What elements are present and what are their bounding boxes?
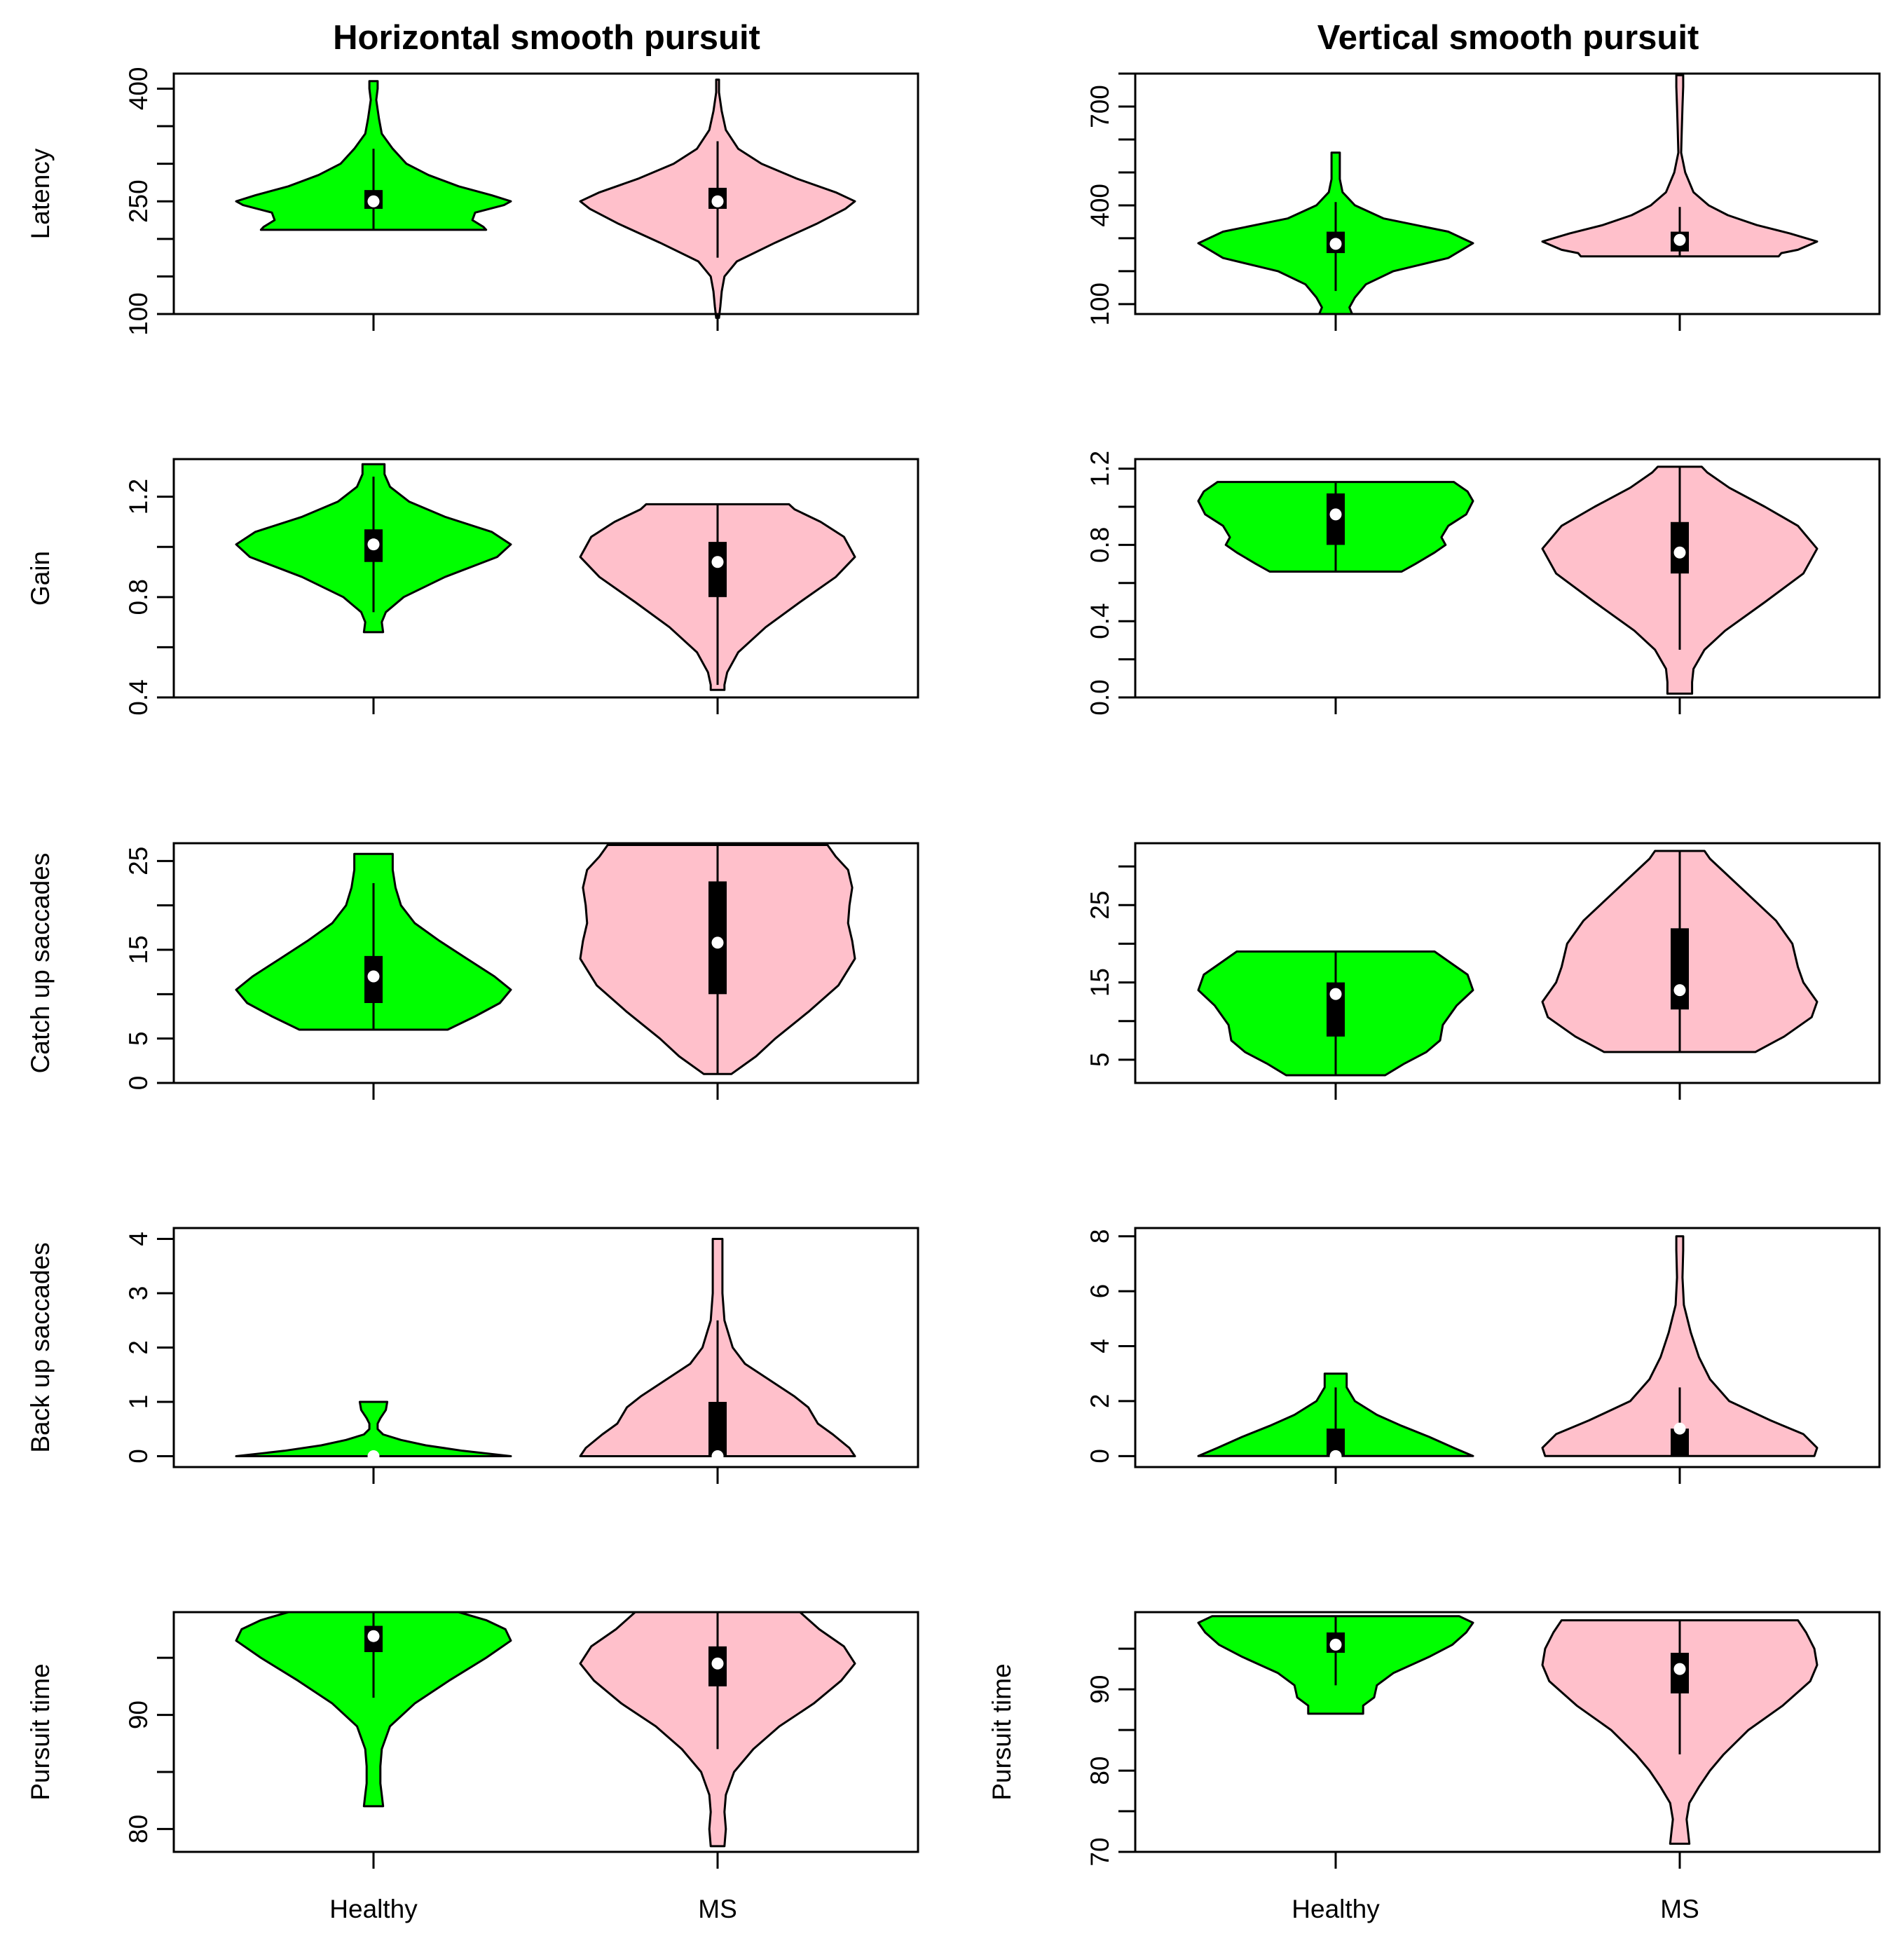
column-title-horizontal: Horizontal smooth pursuit bbox=[333, 19, 760, 57]
plot-frame bbox=[1134, 72, 1881, 315]
median-point-ms bbox=[1673, 984, 1686, 997]
plot-frame bbox=[172, 458, 919, 699]
violin-healthy bbox=[235, 1400, 512, 1457]
y-tick-label: 15 bbox=[124, 935, 153, 964]
median-point-ms bbox=[711, 195, 724, 207]
y-tick-label: 5 bbox=[1085, 1053, 1114, 1068]
y-tick-label: 100 bbox=[1085, 282, 1114, 326]
y-axis-title: Pursuit time bbox=[987, 1663, 1016, 1800]
median-point-healthy bbox=[1329, 988, 1342, 1000]
violin-panel: 5 15 25 bbox=[1085, 842, 1881, 1100]
plot-frame bbox=[172, 842, 919, 1084]
y-axis-title: Back up saccades bbox=[26, 1242, 55, 1452]
violin-panel: 0 2 4 6 8 bbox=[1085, 1227, 1881, 1484]
panels: 100250400Latency1004007000.40.81.2Gain0.… bbox=[26, 67, 1881, 1869]
median-point-ms bbox=[711, 1450, 724, 1462]
iqr-box-ms bbox=[708, 542, 727, 597]
y-tick-label: 0.4 bbox=[1085, 603, 1114, 639]
plot-frame bbox=[1134, 1611, 1881, 1853]
y-tick-label: 0 bbox=[124, 1076, 153, 1091]
violin-panel: 70 80 90 Pursuit time bbox=[987, 1611, 1881, 1869]
median-point-ms bbox=[711, 936, 724, 949]
y-tick-label: 0.8 bbox=[1085, 527, 1114, 563]
y-tick-label: 80 bbox=[124, 1815, 153, 1843]
y-tick-label: 2 bbox=[1085, 1394, 1114, 1409]
median-point-healthy bbox=[1329, 1450, 1342, 1462]
plot-frame bbox=[1134, 842, 1881, 1084]
violin-panel: 80 90 Pursuit time bbox=[26, 1611, 919, 1869]
violin-panel: 0 5 15 25 Catch up saccades bbox=[26, 842, 919, 1100]
violin-panel: 0.0 0.4 0.8 1.2 bbox=[1085, 451, 1881, 716]
y-axis-title: Catch up saccades bbox=[26, 853, 55, 1074]
median-point-healthy bbox=[1329, 1638, 1342, 1651]
y-tick-label: 0.8 bbox=[124, 579, 153, 615]
y-tick-label: 4 bbox=[124, 1232, 153, 1246]
y-tick-label: 90 bbox=[124, 1700, 153, 1729]
y-tick-label: 5 bbox=[124, 1031, 153, 1046]
violin-panel: 100 400 700 bbox=[1085, 72, 1881, 331]
violin-ms bbox=[1541, 74, 1819, 258]
median-point-ms bbox=[1673, 233, 1686, 246]
y-tick-label: 90 bbox=[1085, 1675, 1114, 1704]
y-tick-label: 0.4 bbox=[124, 679, 153, 715]
y-tick-label: 3 bbox=[124, 1286, 153, 1301]
y-tick-label: 0 bbox=[1085, 1449, 1114, 1464]
y-tick-label: 1 bbox=[124, 1395, 153, 1410]
y-tick-label: 70 bbox=[1085, 1837, 1114, 1866]
median-point-healthy bbox=[1329, 238, 1342, 250]
x-label-healthy-right: Healthy bbox=[1292, 1895, 1380, 1923]
x-label-ms-right: MS bbox=[1660, 1895, 1699, 1923]
y-tick-label: 8 bbox=[1085, 1229, 1114, 1244]
violin-panel: 0.4 0.8 1.2 Gain bbox=[26, 458, 919, 716]
violin-panel: 0 1 2 3 4 Back up saccades bbox=[26, 1227, 919, 1484]
violin-ms bbox=[1541, 1235, 1819, 1457]
y-tick-label: 0.0 bbox=[1085, 679, 1114, 715]
x-label-healthy-left: Healthy bbox=[329, 1895, 418, 1923]
y-tick-label: 4 bbox=[1085, 1339, 1114, 1354]
y-tick-label: 1.2 bbox=[1085, 451, 1114, 486]
y-tick-label: 1.2 bbox=[124, 479, 153, 514]
plot-frame bbox=[172, 1611, 919, 1853]
y-tick-label: 80 bbox=[1085, 1757, 1114, 1785]
x-label-ms-left: MS bbox=[698, 1895, 737, 1923]
median-point-healthy bbox=[367, 538, 380, 551]
y-tick-label: 700 bbox=[1085, 85, 1114, 128]
violin-panel: 100 250 400 Latency bbox=[26, 67, 919, 336]
y-axis-title: Latency bbox=[26, 148, 55, 239]
plot-frame bbox=[1134, 1227, 1881, 1468]
plot-frame bbox=[1134, 458, 1881, 699]
iqr-box-ms bbox=[708, 1402, 727, 1457]
plot-frame bbox=[172, 72, 919, 315]
median-point-ms bbox=[1673, 1422, 1686, 1435]
y-tick-label: 2 bbox=[124, 1340, 153, 1355]
iqr-box-ms bbox=[1671, 928, 1689, 1010]
median-point-ms bbox=[711, 1657, 724, 1670]
y-tick-label: 100 bbox=[124, 292, 153, 336]
y-tick-label: 6 bbox=[1085, 1284, 1114, 1299]
median-point-ms bbox=[1673, 1663, 1686, 1675]
y-axis-title: Pursuit time bbox=[26, 1663, 55, 1800]
median-point-healthy bbox=[367, 1630, 380, 1642]
column-title-vertical: Vertical smooth pursuit bbox=[1317, 19, 1699, 57]
y-tick-label: 0 bbox=[124, 1449, 153, 1464]
median-point-ms bbox=[711, 556, 724, 568]
median-point-healthy bbox=[367, 1450, 380, 1462]
y-axis-title: Gain bbox=[26, 551, 55, 606]
y-tick-label: 15 bbox=[1085, 968, 1114, 997]
y-tick-label: 400 bbox=[1085, 184, 1114, 227]
y-tick-label: 25 bbox=[1085, 891, 1114, 920]
y-tick-label: 25 bbox=[124, 847, 153, 875]
median-point-healthy bbox=[367, 970, 380, 983]
median-point-healthy bbox=[367, 195, 380, 207]
median-point-healthy bbox=[1329, 508, 1342, 521]
y-tick-label: 250 bbox=[124, 179, 153, 223]
median-point-ms bbox=[1673, 546, 1686, 559]
y-tick-label: 400 bbox=[124, 67, 153, 111]
